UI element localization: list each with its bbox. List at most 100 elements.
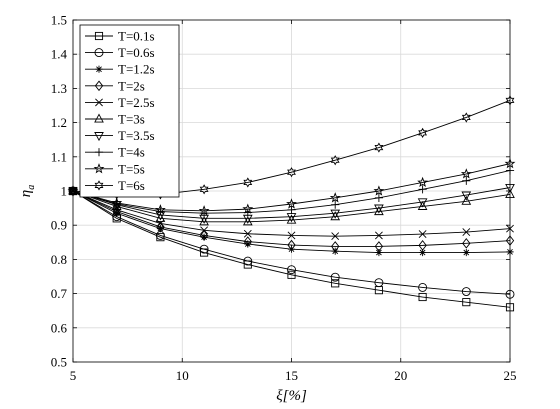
series-line [72,190,511,247]
series-marker [462,298,471,307]
data-point [156,225,164,233]
series-marker [374,204,384,214]
y-tick-label: 0.9 [51,218,67,233]
data-point [330,211,341,221]
series-marker [418,127,428,138]
x-tick-label: 25 [504,368,517,383]
data-point [94,180,104,191]
series-marker [287,239,296,251]
data-point [374,204,384,214]
data-point [461,112,471,123]
data-point [287,167,296,178]
data-point [374,241,384,252]
data-point [286,214,297,224]
data-point [374,278,384,288]
data-point [462,248,470,257]
series-marker [287,205,296,214]
series-marker [374,142,384,153]
series-marker [287,231,296,240]
data-point [331,241,340,252]
series-marker [374,278,384,288]
y-axis-label-main: η [18,190,34,197]
data-point [94,132,104,142]
legend-label: T=2.5s [118,95,155,110]
data-point [112,206,121,217]
data-point [461,195,472,205]
data-point [374,142,384,153]
data-point [154,204,166,215]
series-marker [243,256,253,266]
data-point [244,240,252,248]
data-point [286,198,297,209]
data-point [94,80,104,92]
series-marker [461,191,472,201]
series-marker [460,168,472,179]
legend-item: T=6s [85,178,145,193]
data-point [374,205,384,216]
series-marker [417,176,429,188]
data-point [331,279,340,288]
data-point [287,239,296,251]
data-point [242,203,254,214]
data-point [287,231,296,240]
series-marker [243,177,253,188]
data-point [243,236,252,247]
data-point [199,184,209,195]
data-point [462,176,471,185]
series-marker [244,240,252,248]
series-marker [330,272,340,282]
data-point [243,256,253,266]
series-marker [418,282,428,292]
series-marker [287,167,296,178]
series-line [72,163,511,212]
series-marker [331,241,340,252]
series-marker [199,184,209,195]
series-marker [94,113,104,123]
series-marker [461,112,471,123]
series-marker [199,230,209,241]
y-tick-label: 1 [61,184,68,199]
series-marker [331,200,340,209]
x-tick-label: 5 [70,368,77,383]
series-marker [200,226,209,235]
data-point [461,191,472,201]
series-marker [374,231,383,240]
data-point [331,200,340,209]
series-marker [113,209,121,217]
axis-ticks: 5 10 15 20 25 0.5 0.6 0.7 0.8 0.9 1 1.1 1.2 1.3 1.4 1.5 [51,13,517,384]
data-point [94,148,104,157]
data-point [375,248,383,257]
data-point [113,209,121,217]
series-marker [419,248,427,257]
y-tick-label: 0.6 [51,320,68,335]
series-marker [418,240,427,251]
x-axis-label: ξ[%] [276,388,307,404]
series-marker [330,211,341,221]
series-marker [94,148,104,157]
series-marker [418,185,427,194]
legend-item: T=4s [85,145,145,160]
series-marker [155,212,166,222]
series-marker [287,265,296,275]
data-point [242,216,253,226]
legend-item: T=5s [85,161,145,176]
series-marker [95,65,103,73]
series-line [72,190,511,295]
data-point [200,226,209,235]
data-point [373,185,385,196]
series-marker [417,198,428,208]
data-point [460,168,472,179]
series-marker [461,195,472,205]
series-marker [154,204,166,215]
series-marker [94,180,104,191]
data-point [287,265,296,275]
series-marker [375,248,383,257]
data-point [461,287,471,296]
legend-label: T=1.2s [118,62,155,77]
legend-item: T=0.1s [85,29,155,44]
legend-label: T=0.6s [118,45,155,60]
series-marker [93,163,105,174]
data-point [95,65,103,73]
legend: T=0.1sT=0.6s T=1.2sT=2s T=2.5s T=3sT=3.5s T=… [79,24,180,198]
series-T=5s [67,157,516,216]
